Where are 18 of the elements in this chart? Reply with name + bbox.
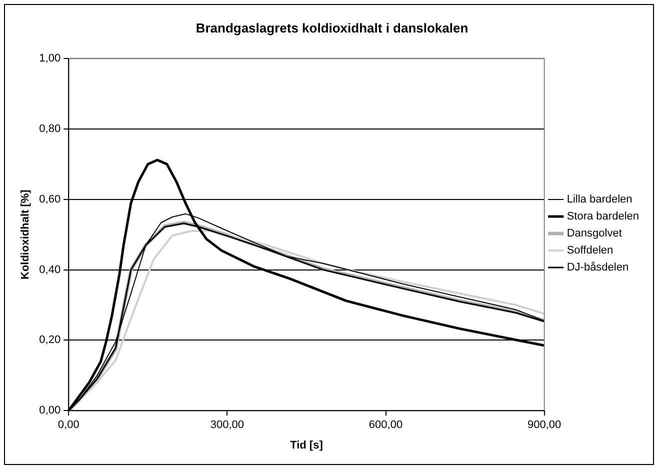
y-tick-label: 0,20 xyxy=(39,334,61,346)
y-tick-label: 0,40 xyxy=(39,264,61,276)
x-tick-label: 600,00 xyxy=(368,419,403,432)
legend-label: Stora bardelen xyxy=(566,210,640,223)
legend-label: Dansgolvet xyxy=(566,228,622,240)
y-tick-label: 0,00 xyxy=(39,404,61,417)
legend-label: Soffdelen xyxy=(566,244,614,257)
legend-label: DJ-båsdelen xyxy=(566,262,629,274)
chart-title: Brandgaslagrets koldioxidhalt i danslokalen xyxy=(196,20,468,36)
x-tick-label: 300,00 xyxy=(210,419,244,432)
x-tick-label: 900,00 xyxy=(528,419,562,432)
y-tick-label: 0,80 xyxy=(39,123,61,136)
y-tick-label: 1,00 xyxy=(39,52,61,65)
legend-label: Lilla bardelen xyxy=(566,194,632,206)
x-axis-title: Tid [s] xyxy=(290,439,324,452)
y-axis-title: Koldioxidhalt [%] xyxy=(20,189,32,280)
x-tick-label: 0,00 xyxy=(58,419,80,432)
y-tick-label: 0,60 xyxy=(39,193,61,206)
